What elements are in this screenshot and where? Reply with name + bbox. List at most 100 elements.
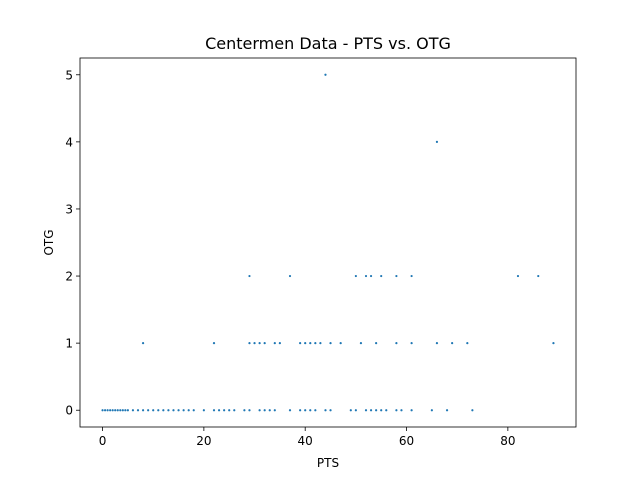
scatter-point — [106, 409, 109, 412]
scatter-point — [268, 409, 271, 412]
scatter-point — [248, 342, 251, 345]
scatter-point — [152, 409, 155, 412]
scatter-point — [364, 274, 368, 278]
scatter-point — [248, 274, 251, 278]
scatter-point — [385, 409, 388, 412]
scatter-point — [212, 342, 216, 345]
scatter-point — [314, 409, 317, 412]
y-tick-label: 5 — [65, 68, 73, 82]
x-tick-label: 40 — [298, 434, 313, 448]
scatter-point — [114, 409, 117, 412]
y-axis-label: OTG — [42, 229, 56, 255]
scatter-point — [177, 409, 180, 412]
scatter-point — [233, 409, 236, 412]
scatter-point — [253, 342, 256, 345]
x-axis-label: PTS — [317, 456, 339, 470]
scatter-point — [263, 342, 266, 345]
scatter-point — [309, 409, 312, 412]
scatter-point — [339, 342, 342, 345]
scatter-point — [354, 409, 357, 412]
scatter-point — [324, 409, 327, 412]
scatter-point — [288, 409, 292, 412]
x-tick-label: 0 — [99, 434, 107, 448]
scatter-point — [258, 409, 261, 412]
y-axis: 0 1 2 3 4 5 — [65, 68, 80, 418]
scatter-point — [430, 409, 433, 412]
y-tick-label: 0 — [65, 404, 73, 418]
scatter-point — [445, 409, 449, 412]
x-tick-label: 20 — [196, 434, 211, 448]
scatter-point — [516, 274, 520, 278]
scatter-point — [119, 409, 122, 412]
scatter-point — [375, 342, 378, 345]
scatter-point — [400, 409, 403, 412]
scatter-point — [466, 342, 469, 345]
scatter-point — [124, 409, 127, 412]
scatter-point — [217, 409, 221, 412]
scatter-point — [359, 342, 363, 345]
scatter-point — [131, 409, 135, 412]
plot-frame — [79, 57, 577, 428]
scatter-point — [349, 409, 352, 412]
scatter-point — [369, 409, 373, 412]
scatter-point — [309, 342, 312, 345]
scatter-point — [319, 342, 322, 345]
scatter-point — [273, 409, 276, 412]
y-tick-label: 4 — [65, 135, 73, 149]
scatter-point — [299, 409, 302, 412]
scatter-point — [248, 409, 251, 412]
scatter-point — [552, 342, 555, 345]
scatter-point — [212, 409, 216, 412]
scatter-point — [157, 409, 160, 412]
scatter-point — [141, 409, 145, 412]
scatter-point — [395, 409, 398, 412]
scatter-point — [223, 409, 226, 412]
scatter-point — [116, 409, 119, 412]
scatter-point — [101, 409, 104, 412]
scatter-point — [380, 274, 383, 278]
scatter-point — [380, 409, 383, 412]
scatter-point — [451, 342, 454, 345]
y-tick-label: 1 — [65, 337, 73, 351]
scatter-point — [314, 342, 317, 345]
scatter-point — [395, 274, 398, 278]
scatter-point — [329, 342, 332, 345]
scatter-point — [162, 409, 165, 412]
y-tick-label: 3 — [65, 202, 73, 216]
scatter-point — [202, 409, 205, 412]
scatter-point — [304, 409, 307, 412]
x-tick-label: 60 — [399, 434, 414, 448]
scatter-point — [410, 409, 413, 412]
scatter-point — [228, 409, 231, 412]
y-tick-label: 2 — [65, 270, 73, 284]
chart-title: Centermen Data - PTS vs. OTG — [205, 34, 451, 53]
scatter-point — [121, 409, 124, 412]
scatter-point — [103, 409, 107, 412]
x-axis: 0 20 40 60 80 — [99, 427, 515, 448]
scatter-point — [369, 274, 373, 278]
scatter-point — [263, 409, 266, 412]
scatter-point — [109, 409, 112, 412]
scatter-point — [187, 409, 190, 412]
scatter-point — [136, 409, 140, 412]
scatter-point — [182, 409, 185, 412]
scatter-point — [278, 342, 281, 345]
scatter-point — [258, 342, 261, 345]
scatter-point — [435, 342, 439, 345]
scatter-point — [192, 409, 195, 412]
scatter-point — [354, 274, 357, 278]
points-layer — [101, 73, 555, 412]
scatter-point — [167, 409, 170, 412]
scatter-point — [172, 409, 175, 412]
scatter-point — [395, 342, 398, 345]
scatter-point — [471, 409, 474, 412]
scatter-point — [299, 342, 302, 345]
scatter-point — [410, 274, 413, 278]
scatter-point — [364, 409, 368, 412]
scatter-point — [126, 409, 129, 412]
scatter-point — [435, 140, 439, 143]
scatter-point — [329, 409, 332, 412]
